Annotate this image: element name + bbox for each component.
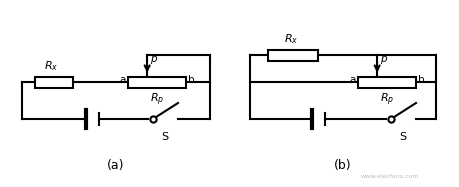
Text: p: p <box>379 54 386 64</box>
Text: (a): (a) <box>107 159 124 171</box>
Bar <box>35 76 73 88</box>
Text: www.elecfans.com: www.elecfans.com <box>360 174 418 180</box>
Text: a: a <box>119 75 126 85</box>
Text: (b): (b) <box>333 159 351 171</box>
Text: b: b <box>188 75 194 85</box>
Text: S: S <box>161 132 168 142</box>
Bar <box>357 76 415 88</box>
Bar <box>268 50 317 61</box>
Bar <box>128 76 185 88</box>
Text: S: S <box>398 132 406 142</box>
Text: p: p <box>150 54 157 64</box>
Text: $R_p$: $R_p$ <box>379 92 393 108</box>
Text: $R_x$: $R_x$ <box>44 59 58 73</box>
Text: $R_x$: $R_x$ <box>283 32 297 46</box>
Text: a: a <box>349 75 355 85</box>
Text: $R_p$: $R_p$ <box>150 92 164 108</box>
Text: b: b <box>417 75 424 85</box>
